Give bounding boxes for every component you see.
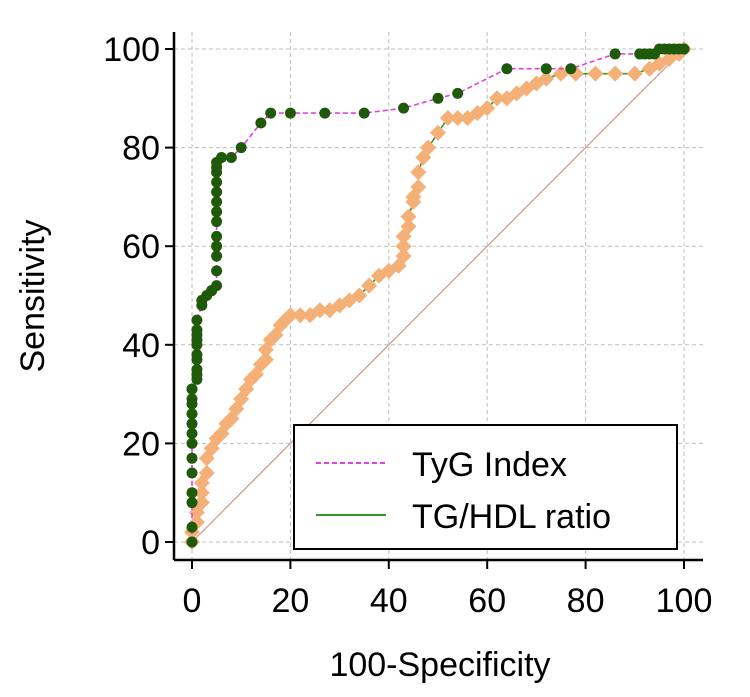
- data-point: [186, 521, 198, 533]
- data-point: [193, 494, 210, 511]
- data-point: [186, 536, 198, 548]
- x-tick-label: 100: [656, 582, 713, 620]
- data-point: [211, 250, 223, 262]
- data-point: [255, 117, 267, 129]
- data-point: [191, 363, 203, 375]
- data-point: [398, 102, 410, 114]
- data-point: [540, 63, 552, 75]
- data-point: [538, 70, 555, 87]
- data-point: [292, 307, 309, 324]
- y-tick-label: 20: [122, 425, 160, 463]
- data-point: [211, 216, 223, 228]
- y-tick-label: 0: [141, 524, 160, 562]
- ticks: 0 20 40 60 80 100 0 20 40 60 80 100: [103, 31, 712, 620]
- data-point: [489, 90, 506, 107]
- y-tick-label: 100: [103, 31, 160, 69]
- data-point: [400, 208, 417, 225]
- data-point: [361, 277, 378, 294]
- data-point: [235, 142, 247, 154]
- data-point: [678, 43, 690, 55]
- data-point: [319, 107, 331, 119]
- data-point: [211, 280, 223, 292]
- data-point: [410, 179, 427, 196]
- x-tick-label: 20: [271, 582, 309, 620]
- data-point: [211, 230, 223, 242]
- data-point: [186, 418, 198, 430]
- data-point: [553, 65, 569, 82]
- data-point: [186, 497, 198, 509]
- data-point: [449, 110, 466, 127]
- data-point: [284, 107, 296, 119]
- data-point: [395, 248, 412, 265]
- data-point: [400, 218, 417, 235]
- data-point: [186, 428, 198, 440]
- data-point: [609, 48, 621, 60]
- data-point: [186, 383, 198, 395]
- data-point: [211, 196, 223, 208]
- data-point: [225, 151, 237, 163]
- data-point: [452, 87, 464, 99]
- data-point: [186, 487, 198, 499]
- grid: [174, 32, 703, 560]
- legend-tyg-label: TyG Index: [412, 446, 567, 484]
- data-point: [587, 65, 604, 82]
- data-point: [198, 464, 215, 481]
- data-point: [191, 349, 203, 361]
- data-point: [479, 100, 496, 117]
- data-point: [243, 371, 260, 388]
- data-point: [211, 240, 223, 252]
- data-point: [282, 307, 299, 324]
- data-point: [395, 238, 412, 255]
- x-tick-label: 40: [370, 582, 408, 620]
- data-point: [257, 351, 274, 368]
- data-point: [186, 408, 198, 420]
- data-point: [186, 452, 198, 464]
- data-point: [430, 124, 446, 141]
- data-point: [211, 186, 223, 198]
- data-point: [439, 110, 456, 127]
- data-point: [420, 139, 437, 156]
- data-point: [193, 484, 210, 501]
- y-tick-label: 40: [122, 327, 160, 365]
- data-point: [626, 65, 643, 82]
- data-point: [191, 314, 203, 326]
- y-tick-label: 80: [122, 130, 160, 168]
- data-point: [410, 164, 427, 181]
- data-point: [186, 437, 198, 449]
- x-tick-label: 60: [468, 582, 506, 620]
- data-point: [265, 107, 277, 119]
- data-point: [216, 151, 228, 163]
- data-point: [358, 107, 370, 119]
- reference-diagonal-line: [191, 48, 685, 543]
- data-point: [565, 63, 577, 75]
- x-tick-label: 0: [183, 582, 202, 620]
- data-point: [186, 393, 198, 405]
- data-point: [211, 265, 223, 277]
- data-point: [191, 324, 203, 336]
- axes: [172, 32, 703, 562]
- data-point: [311, 302, 328, 319]
- data-point: [351, 287, 368, 304]
- legend: TyG Index TG/HDL ratio: [293, 424, 678, 550]
- data-point: [607, 65, 624, 82]
- data-point: [501, 63, 513, 75]
- y-tick-label: 60: [122, 228, 160, 266]
- data-point: [432, 92, 444, 104]
- legend-tghdl-label: TG/HDL ratio: [412, 498, 611, 536]
- x-tick-label: 80: [567, 582, 605, 620]
- series-layer: [184, 41, 692, 550]
- series-tyg-index: [186, 43, 690, 548]
- legend-box: [293, 424, 678, 550]
- y-axis-title: Sensitivity: [14, 219, 52, 372]
- data-point: [211, 206, 223, 218]
- data-point: [186, 467, 198, 479]
- data-point: [211, 176, 223, 188]
- x-axis-title: 100-Specificity: [329, 646, 550, 684]
